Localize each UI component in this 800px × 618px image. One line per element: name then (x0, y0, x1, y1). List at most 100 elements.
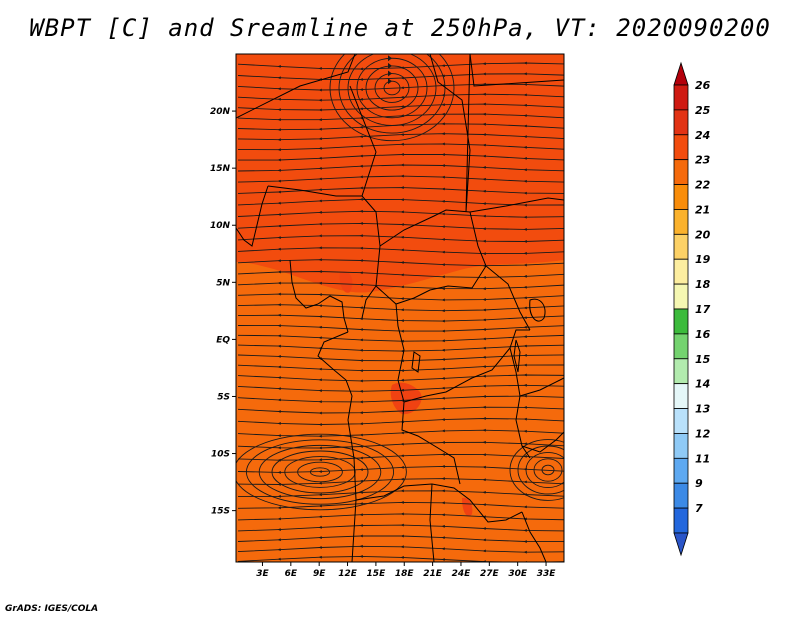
streamline (237, 417, 564, 426)
lon-tick-label: 3E (256, 569, 269, 579)
country-border (317, 295, 349, 333)
country-border (403, 329, 530, 403)
map-panel: 20N 15N 10N 5N EQ 5S 10S 15S 3E 6E 9E 12E 15E 18E 21E… (210, 32, 565, 579)
lon-tick-label: 27E (480, 569, 500, 579)
colorbar-label: 11 (695, 452, 710, 465)
footer-credit: GrADS: IGES/COLA (5, 604, 99, 614)
streamline-arrow (388, 32, 392, 38)
streamline (237, 452, 564, 462)
streamline (237, 102, 564, 112)
country-border (521, 511, 547, 562)
streamline (237, 373, 564, 383)
streamline (237, 246, 564, 256)
lon-tick-label: 33E (537, 569, 557, 579)
lon-tick-label: 30E (508, 569, 528, 579)
streamline-arrow (388, 48, 392, 54)
lat-tick-label: 10N (210, 221, 231, 231)
lon-tick-label: 24E (452, 569, 472, 579)
lat-tick-label: 20N (210, 107, 231, 117)
streamline (237, 72, 564, 81)
streamline (237, 313, 564, 323)
streamline (383, 80, 401, 96)
streamline (237, 270, 564, 279)
colorbar-segment (673, 308, 689, 335)
streamline (237, 292, 564, 302)
streamline (237, 221, 564, 231)
streamline (237, 303, 564, 313)
streamline (237, 163, 564, 172)
streamline (237, 363, 564, 373)
colorbar-segment (673, 159, 689, 185)
colorbar: 26 25 24 23 22 21 20 19 18 17 16 15 14 13 12 11 9 7 (673, 61, 711, 557)
colorbar-label: 7 (695, 502, 703, 515)
country-border (521, 431, 564, 453)
map-title: WBPT [C] and Sreamline at 250hPa, VT: 20… (29, 14, 771, 42)
colorbar-label: 9 (695, 477, 703, 490)
latitude-axis: 20N 15N 10N 5N EQ 5S 10S 15S (210, 107, 236, 517)
country-border (289, 259, 319, 309)
colorbar-label: 21 (695, 203, 710, 216)
streamline-arrow (388, 78, 392, 85)
streamline (237, 554, 564, 562)
streamline (237, 122, 564, 132)
colorbar-segment (673, 233, 689, 260)
lon-tick-label: 6E (285, 569, 298, 579)
streamline (347, 54, 437, 126)
colorbar-segment (673, 283, 689, 310)
colorbar-label: 13 (695, 403, 711, 416)
country-borders (236, 54, 564, 562)
country-border (429, 54, 471, 213)
colorbar-segment (673, 433, 689, 459)
colorbar-label: 23 (695, 154, 711, 167)
country-border (395, 303, 461, 485)
streamline (237, 209, 564, 219)
lon-tick-label: 18E (395, 569, 415, 579)
streamline (309, 467, 331, 477)
streamline (258, 444, 382, 500)
streamline (271, 450, 369, 494)
lon-tick-label: 15E (367, 569, 387, 579)
streamline (236, 433, 407, 511)
country-border (355, 483, 523, 523)
streamline (237, 405, 564, 415)
streamline (237, 477, 564, 486)
streamline (297, 461, 343, 483)
colorbar-label: 20 (695, 228, 711, 241)
streamline (237, 92, 564, 102)
colorbar-label: 12 (695, 427, 711, 440)
colorbar-label: 14 (695, 378, 710, 391)
country-border (267, 185, 362, 197)
streamline (237, 174, 564, 183)
country-border (519, 377, 564, 397)
colorbar-label: 18 (695, 278, 711, 291)
streamline (533, 458, 563, 482)
streamline (356, 57, 428, 119)
country-border (236, 54, 356, 119)
streamline (338, 54, 446, 134)
country-border (509, 347, 531, 459)
temperature-field (236, 32, 564, 562)
colorbar-arrow-bottom (673, 532, 689, 557)
streamline (237, 523, 564, 532)
streamline (237, 186, 564, 195)
streamline (237, 544, 564, 554)
streamline-arrow (388, 40, 392, 46)
streamline (374, 73, 410, 103)
streamline (237, 112, 564, 122)
lon-tick-label: 12E (338, 569, 358, 579)
lat-tick-label: 15S (211, 507, 230, 517)
colorbar-label: 17 (695, 303, 711, 316)
colorbar-segment (673, 258, 689, 285)
streamline (237, 394, 564, 404)
lake-outline (411, 351, 421, 373)
colorbar-label: 26 (695, 79, 711, 92)
streamline (525, 451, 564, 489)
streamline (509, 439, 564, 501)
lon-tick-label: 21E (423, 569, 443, 579)
country-border (236, 185, 269, 247)
lat-tick-label: 5N (216, 278, 230, 288)
colorbar-segment (673, 408, 689, 434)
streamline (237, 383, 564, 393)
colorbar-label: 25 (695, 104, 711, 117)
